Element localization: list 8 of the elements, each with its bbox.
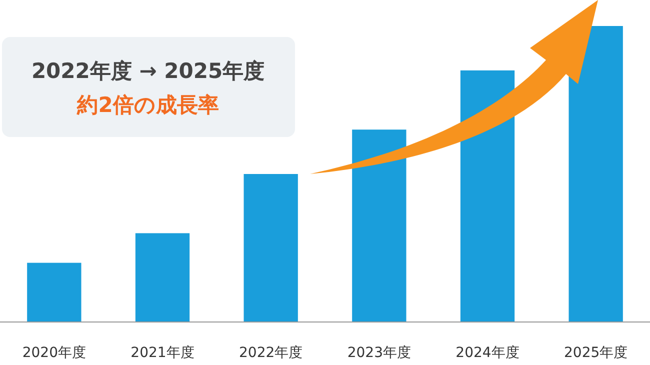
- x-tick-label: 2023年度: [347, 345, 411, 361]
- annotation: 2022年度 → 2025年度: [31, 59, 265, 83]
- x-tick-label: 2020年度: [22, 345, 86, 361]
- x-tick-label: 2024年度: [456, 345, 520, 361]
- x-tick-label: 2021年度: [130, 345, 194, 361]
- x-tick-label: 2022年度: [239, 345, 303, 361]
- x-tick-label: 2025年度: [564, 345, 628, 361]
- annotation: 約2倍の成長率: [76, 93, 219, 117]
